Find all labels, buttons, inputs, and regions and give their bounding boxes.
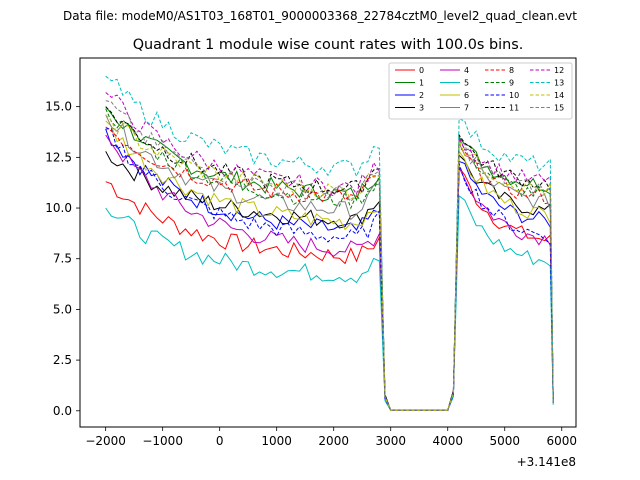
legend-frame [388,62,573,120]
series-line-9 [105,108,554,411]
y-tick-label: 0.0 [53,404,72,418]
series-line-6 [105,120,554,411]
y-tick-label: 10.0 [45,201,72,215]
series-line-8 [105,126,554,411]
series-line-10 [105,128,554,411]
series-line-15 [105,100,554,411]
series-line-0 [105,166,554,411]
plot-lines [105,75,554,411]
x-tick-label: 6000 [546,434,577,448]
legend-label-0: 0 [419,66,424,75]
y-tick-label: 12.5 [45,150,72,164]
y-axis: 0.0 2.5 5.0 7.5 10.0 12.5 15.0 [45,100,80,418]
legend-label-4: 4 [464,66,469,75]
legend-label-2: 2 [419,91,424,100]
legend-label-5: 5 [464,79,469,88]
legend-label-3: 3 [419,104,424,113]
x-tick-label: 5000 [489,434,520,448]
legend-label-10: 10 [509,91,519,100]
legend-label-7: 7 [464,104,469,113]
x-offset-label: +3.141e8 [517,455,576,469]
legend-label-13: 13 [554,79,564,88]
series-line-1 [105,106,554,411]
x-tick-label: 3000 [375,434,406,448]
series-line-5 [105,194,554,411]
legend-label-9: 9 [509,79,514,88]
series-line-2 [105,128,554,411]
y-tick-label: 2.5 [53,353,72,367]
legend-label-14: 14 [554,91,564,100]
y-tick-label: 15.0 [45,100,72,114]
legend-label-1: 1 [419,79,424,88]
legend-label-15: 15 [554,104,564,113]
series-line-12 [105,92,554,411]
x-tick-label: 2000 [318,434,349,448]
x-tick-label: −2000 [85,434,126,448]
chart-title: Quadrant 1 module wise count rates with … [133,37,524,53]
legend-label-11: 11 [509,104,519,113]
series-line-4 [105,134,554,411]
series-line-7 [105,114,554,411]
y-tick-label: 5.0 [53,302,72,316]
axes-frame [79,57,577,428]
x-tick-label: −1000 [142,434,183,448]
series-line-14 [105,114,554,411]
x-axis: −2000 −1000 0 1000 2000 3000 4000 5000 6000 [85,427,577,448]
figure-suptitle: Data file: modeM0/AS1T03_168T01_90000033… [63,9,577,23]
x-tick-label: 0 [216,434,224,448]
legend-label-6: 6 [464,91,469,100]
legend-label-12: 12 [554,66,564,75]
legend-label-8: 8 [509,66,514,75]
series-line-11 [105,106,554,411]
x-tick-label: 4000 [432,434,463,448]
series-line-13 [105,75,554,411]
y-tick-label: 7.5 [53,252,72,266]
x-tick-label: 1000 [261,434,292,448]
